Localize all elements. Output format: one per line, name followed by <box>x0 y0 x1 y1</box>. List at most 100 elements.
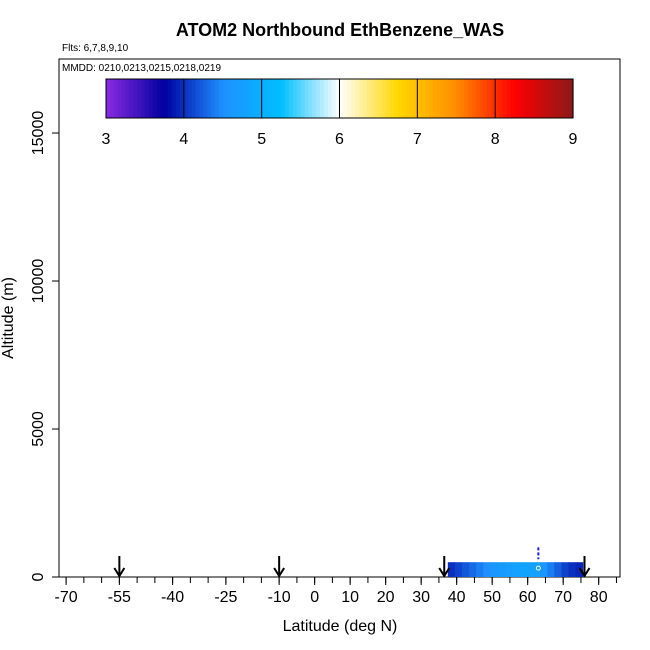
colorbar-swatch <box>327 79 333 118</box>
colorbar-swatch <box>499 79 504 118</box>
colorbar-swatch <box>479 79 485 118</box>
colorbar-swatch <box>261 79 267 118</box>
colorbar-swatch <box>456 79 461 118</box>
colorbar-swatch <box>374 79 380 118</box>
colorbar-swatch <box>393 79 399 118</box>
x-tick-label: -25 <box>214 589 237 606</box>
colorbar-swatch <box>432 79 438 118</box>
colorbar-swatch <box>522 79 527 118</box>
colorbar-tick-label: 6 <box>335 131 344 148</box>
chart-title: ATOM2 Northbound EthBenzene_WAS <box>176 20 504 40</box>
colorbar-tick-label: 9 <box>569 131 578 148</box>
x-tick-label: 20 <box>377 589 395 606</box>
down-arrow-icon <box>273 556 285 578</box>
colorbar-swatch <box>141 79 146 118</box>
colorbar-swatch <box>292 79 298 118</box>
colorbar-swatch <box>121 79 127 118</box>
plot-frame <box>58 58 621 578</box>
colorbar-swatch <box>397 79 403 118</box>
colorbar-swatch <box>440 79 446 118</box>
colorbar-swatch <box>164 79 169 118</box>
flights-note: Flts: 6,7,8,9,10 <box>62 43 129 54</box>
data-cell <box>490 562 499 577</box>
colorbar-swatch <box>129 79 134 118</box>
colorbar-swatch <box>242 79 247 118</box>
colorbar-swatch <box>257 79 263 118</box>
colorbar-swatch <box>417 79 422 118</box>
colorbar-swatch <box>436 79 442 118</box>
colorbar-swatch <box>553 79 559 118</box>
colorbar-swatch <box>312 79 317 118</box>
data-cell <box>476 562 484 577</box>
colorbar-swatch <box>518 79 524 118</box>
y-tick-label: 15000 <box>30 111 47 156</box>
data-cell <box>461 562 470 577</box>
y-tick-label: 10000 <box>30 259 47 304</box>
colorbar-swatch <box>565 79 570 118</box>
colorbar-swatch <box>386 79 391 118</box>
data-cell <box>483 562 491 577</box>
x-tick-label: -55 <box>108 589 131 606</box>
flight-arrows <box>113 556 591 578</box>
colorbar-swatch <box>491 79 496 118</box>
colorbar-tick-label: 4 <box>179 131 188 148</box>
down-arrow-icon <box>438 556 451 578</box>
colorbar-swatch <box>429 79 434 118</box>
colorbar-swatch <box>483 79 488 118</box>
colorbar-swatch <box>534 79 539 118</box>
colorbar-swatch <box>502 79 508 118</box>
x-tick-label: 60 <box>519 589 537 606</box>
colorbar-swatch <box>277 79 282 118</box>
data-cell <box>561 562 570 577</box>
data-cell <box>447 562 456 577</box>
colorbar-swatch <box>464 79 469 118</box>
colorbar-swatch <box>366 79 372 118</box>
colorbar-swatch <box>467 79 473 118</box>
data-point <box>535 565 541 571</box>
down-arrow-icon <box>113 556 126 578</box>
dates-note: MMDD: 0210,0213,0215,0218,0219 <box>62 63 221 74</box>
colorbar-swatch <box>106 79 111 118</box>
y-tick-label: 5000 <box>30 411 47 447</box>
data-cell <box>511 562 520 577</box>
data-cell <box>525 562 534 577</box>
colorbar-swatch <box>323 79 329 118</box>
colorbar-swatch <box>281 79 286 118</box>
colorbar-swatch <box>234 79 239 118</box>
colorbar-swatch <box>199 79 204 118</box>
colorbar-tick-label: 5 <box>257 131 266 148</box>
colorbar-swatch <box>168 79 173 118</box>
colorbar-swatch <box>545 79 551 118</box>
x-tick-label: 50 <box>483 589 501 606</box>
arrow-head <box>578 567 591 578</box>
colorbar-swatch <box>113 79 119 118</box>
colorbar-swatch <box>133 79 138 118</box>
colorbar-swatch <box>343 79 348 118</box>
colorbar-swatch <box>203 79 208 118</box>
colorbar-swatch <box>308 79 313 118</box>
colorbar-swatch <box>541 79 547 118</box>
colorbar-swatch <box>176 79 181 118</box>
data-cell <box>469 562 477 577</box>
x-tick-label: 70 <box>554 589 572 606</box>
data-cell <box>540 562 548 577</box>
x-tick-label: 40 <box>448 589 466 606</box>
colorbar-swatch <box>226 79 232 118</box>
x-tick-label: 10 <box>341 589 359 606</box>
colorbar-swatch <box>471 79 477 118</box>
colorbar-swatch <box>425 79 430 118</box>
data-cell <box>454 562 463 577</box>
colorbar-swatch <box>230 79 236 118</box>
colorbar-swatch <box>401 79 407 118</box>
colorbar-swatch <box>452 79 457 118</box>
colorbar-swatch <box>339 79 344 118</box>
colorbar-swatch <box>156 79 162 118</box>
x-tick-label: -70 <box>55 589 78 606</box>
x-tick-label: 30 <box>412 589 430 606</box>
colorbar-swatch <box>211 79 216 118</box>
x-axis: -70 -55 -40 -25 -10 0 10 20 30 40 50 60 70 80 <box>55 577 617 606</box>
y-axis-title: Altitude (m) <box>0 277 17 359</box>
x-axis-title: Latitude (deg N) <box>283 618 398 635</box>
colorbar-swatch <box>238 79 243 118</box>
